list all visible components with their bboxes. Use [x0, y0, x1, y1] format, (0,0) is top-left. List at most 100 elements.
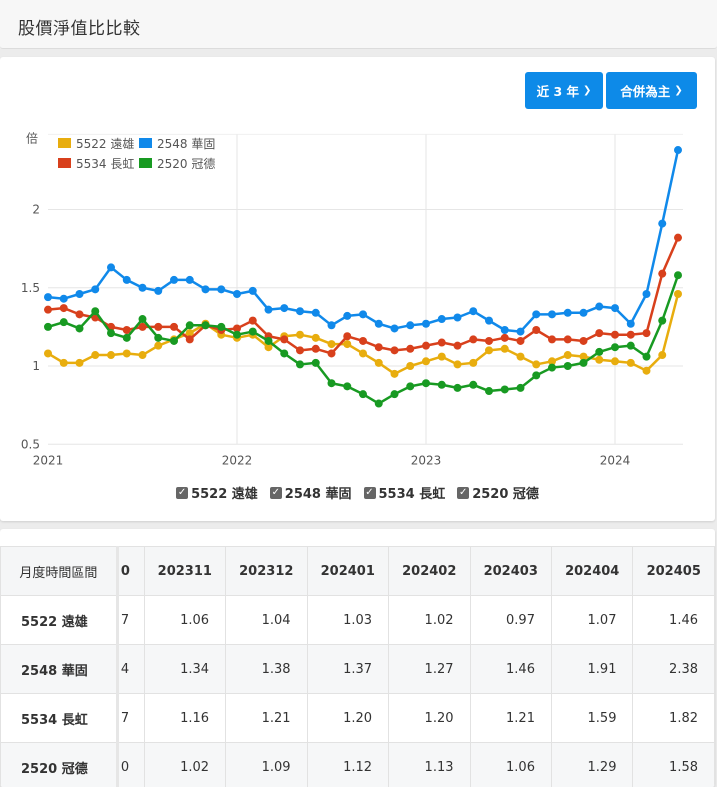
- series-toggle-checkbox[interactable]: ✓ 5522 遠雄: [176, 483, 258, 502]
- data-point[interactable]: [107, 351, 115, 360]
- checkbox-checked-icon[interactable]: ✓: [269, 486, 282, 499]
- data-point[interactable]: [485, 316, 493, 325]
- data-point[interactable]: [406, 344, 415, 353]
- data-point[interactable]: [264, 305, 273, 314]
- data-point[interactable]: [75, 310, 84, 319]
- data-point[interactable]: [563, 362, 572, 370]
- data-point[interactable]: [107, 329, 115, 338]
- data-point[interactable]: [579, 352, 588, 361]
- data-point[interactable]: [327, 349, 336, 358]
- data-point[interactable]: [548, 335, 556, 344]
- data-point[interactable]: [485, 336, 493, 345]
- data-point[interactable]: [327, 321, 336, 330]
- data-point[interactable]: [122, 275, 131, 284]
- data-point[interactable]: [611, 357, 619, 366]
- data-point[interactable]: [122, 349, 131, 358]
- data-point[interactable]: [138, 351, 147, 360]
- data-point[interactable]: [485, 387, 493, 396]
- data-point[interactable]: [674, 271, 682, 280]
- data-point[interactable]: [626, 330, 635, 339]
- data-point[interactable]: [595, 302, 604, 311]
- data-point[interactable]: [44, 322, 52, 331]
- data-point[interactable]: [264, 336, 273, 345]
- data-point[interactable]: [359, 349, 367, 358]
- data-point[interactable]: [248, 316, 257, 325]
- data-point[interactable]: [563, 351, 572, 360]
- data-point[interactable]: [437, 315, 446, 324]
- data-point[interactable]: [390, 324, 399, 333]
- data-point[interactable]: [122, 333, 131, 342]
- data-point[interactable]: [343, 311, 352, 320]
- data-point[interactable]: [674, 290, 682, 299]
- data-point[interactable]: [548, 363, 556, 372]
- data-point[interactable]: [75, 358, 84, 367]
- data-point[interactable]: [359, 310, 367, 319]
- period-dropdown-button[interactable]: 近 3 年 ❯: [525, 72, 603, 109]
- data-point[interactable]: [658, 351, 667, 360]
- data-point[interactable]: [170, 336, 178, 345]
- data-point[interactable]: [138, 283, 147, 292]
- data-point[interactable]: [280, 335, 289, 344]
- data-point[interactable]: [91, 351, 100, 360]
- data-point[interactable]: [579, 358, 588, 367]
- checkbox-checked-icon[interactable]: ✓: [363, 486, 376, 499]
- data-point[interactable]: [185, 329, 194, 338]
- data-point[interactable]: [563, 335, 572, 344]
- data-point[interactable]: [500, 385, 509, 394]
- data-point[interactable]: [642, 290, 651, 299]
- data-point[interactable]: [626, 319, 635, 328]
- data-point[interactable]: [138, 315, 147, 324]
- legend-label[interactable]: 5534 長虹: [76, 157, 134, 171]
- data-point[interactable]: [374, 319, 383, 328]
- data-point[interactable]: [59, 304, 68, 313]
- data-point[interactable]: [406, 321, 415, 330]
- legend-label[interactable]: 5522 遠雄: [76, 136, 134, 151]
- data-point[interactable]: [642, 366, 651, 375]
- data-point[interactable]: [532, 371, 541, 380]
- data-point[interactable]: [44, 293, 52, 302]
- data-point[interactable]: [217, 285, 226, 294]
- data-point[interactable]: [280, 304, 289, 313]
- data-point[interactable]: [296, 307, 304, 316]
- data-point[interactable]: [327, 379, 336, 388]
- data-point[interactable]: [296, 360, 304, 369]
- data-point[interactable]: [44, 305, 52, 314]
- data-point[interactable]: [674, 146, 682, 155]
- data-point[interactable]: [185, 275, 194, 284]
- data-point[interactable]: [453, 313, 462, 322]
- data-point[interactable]: [59, 358, 68, 367]
- data-point[interactable]: [233, 290, 241, 299]
- data-point[interactable]: [311, 333, 320, 342]
- data-point[interactable]: [658, 219, 667, 228]
- data-point[interactable]: [217, 322, 226, 331]
- data-point[interactable]: [185, 335, 194, 344]
- data-point[interactable]: [122, 326, 131, 335]
- data-point[interactable]: [500, 326, 509, 335]
- data-point[interactable]: [548, 357, 556, 366]
- data-point[interactable]: [59, 318, 68, 327]
- data-point[interactable]: [343, 340, 352, 349]
- data-point[interactable]: [500, 344, 509, 353]
- data-point[interactable]: [595, 347, 604, 356]
- data-point[interactable]: [311, 344, 320, 353]
- data-point[interactable]: [626, 358, 635, 367]
- data-point[interactable]: [422, 357, 430, 366]
- data-point[interactable]: [532, 360, 541, 369]
- data-point[interactable]: [595, 355, 604, 364]
- data-point[interactable]: [154, 286, 163, 295]
- data-point[interactable]: [359, 390, 367, 399]
- data-point[interactable]: [548, 310, 556, 319]
- data-point[interactable]: [311, 308, 320, 317]
- data-point[interactable]: [611, 304, 619, 313]
- data-point[interactable]: [343, 382, 352, 391]
- data-point[interactable]: [658, 316, 667, 325]
- data-point[interactable]: [626, 341, 635, 350]
- data-point[interactable]: [642, 352, 651, 361]
- scope-dropdown-button[interactable]: 合併為主 ❯: [606, 72, 697, 109]
- data-point[interactable]: [201, 285, 210, 294]
- data-point[interactable]: [469, 335, 478, 344]
- data-point[interactable]: [406, 382, 415, 391]
- data-point[interactable]: [469, 380, 478, 389]
- data-point[interactable]: [469, 358, 478, 367]
- data-point[interactable]: [91, 307, 100, 316]
